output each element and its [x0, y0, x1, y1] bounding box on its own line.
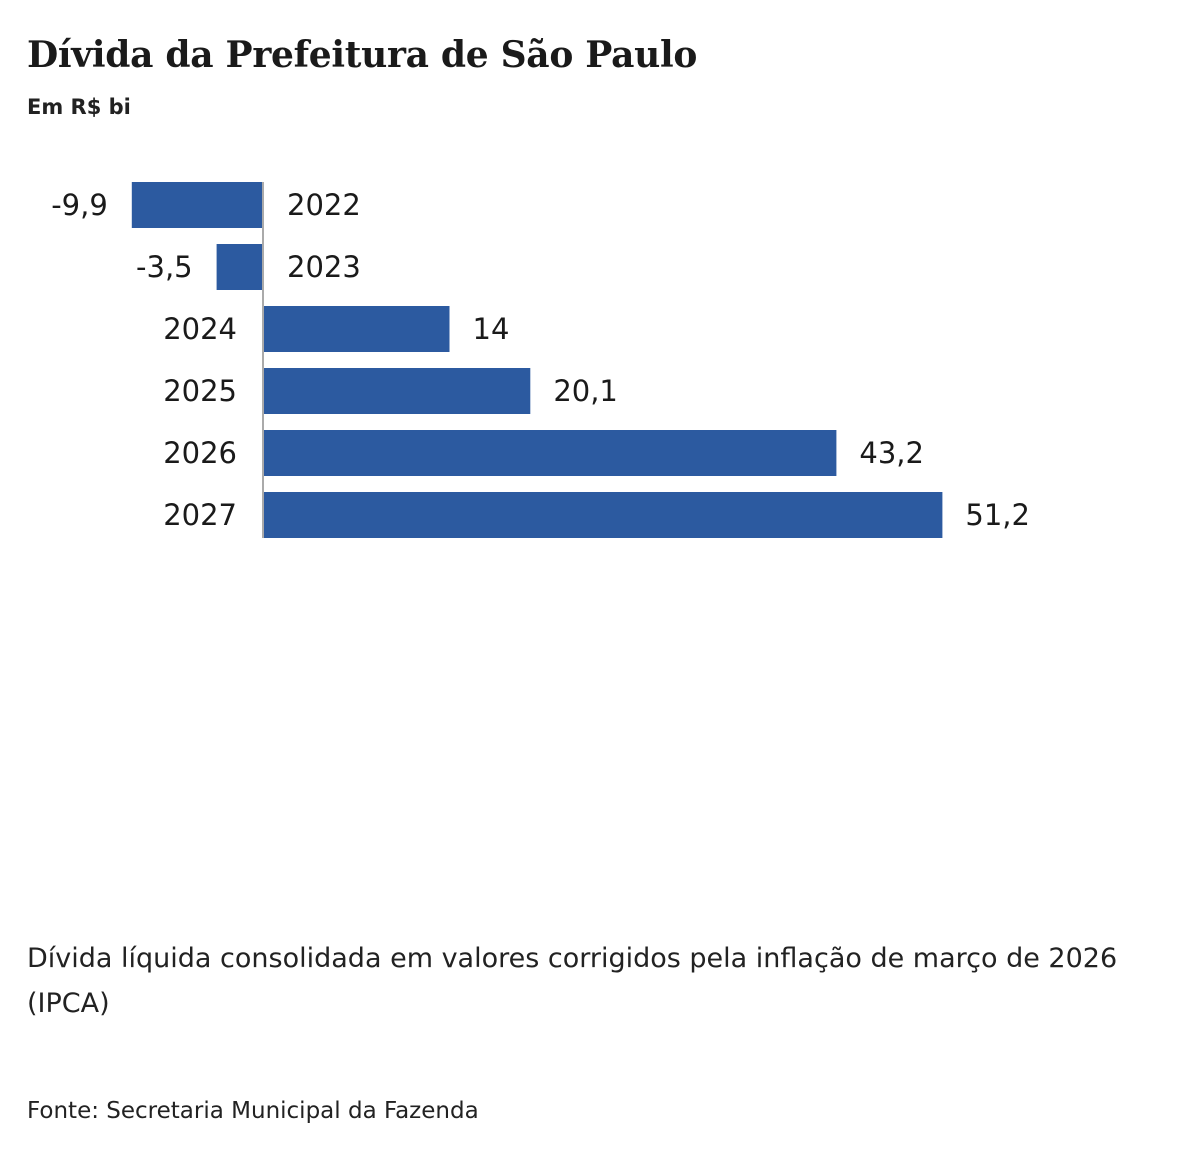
- value-label-2022: -9,9: [51, 188, 108, 222]
- chart-note: Dívida líquida consolidada em valores co…: [27, 943, 1118, 1019]
- chart-title: Dívida da Prefeitura de São Paulo: [27, 34, 698, 76]
- bar-2023: [216, 244, 263, 290]
- category-label-2025: 2025: [163, 374, 237, 408]
- value-label-2023: -3,5: [136, 250, 193, 284]
- value-label-2027: 51,2: [965, 498, 1030, 532]
- bar-2027: [264, 492, 943, 538]
- bar-2024: [264, 306, 450, 352]
- category-label-2024: 2024: [163, 312, 237, 346]
- bar-2022: [131, 182, 263, 228]
- bar-2026: [264, 430, 837, 476]
- category-label-2027: 2027: [163, 498, 237, 532]
- bar-chart: -9,9 2022 -3,5 2023 2024 14 2025 20,1 2026 43,2 20…: [51, 182, 1030, 538]
- bars-layer: [131, 182, 943, 538]
- category-label-2026: 2026: [163, 436, 237, 470]
- value-label-2024: 14: [473, 312, 510, 346]
- category-label-2022: 2022: [287, 188, 361, 222]
- value-label-2026: 43,2: [859, 436, 924, 470]
- value-label-2025: 20,1: [553, 374, 618, 408]
- bar-2025: [264, 368, 531, 414]
- category-label-2023: 2023: [287, 250, 361, 284]
- labels-layer: -9,9 2022 -3,5 2023 2024 14 2025 20,1 2026 43,2 20…: [51, 188, 1030, 532]
- chart-source: Fonte: Secretaria Municipal da Fazenda: [27, 1098, 479, 1124]
- chart-subtitle: Em R$ bi: [27, 95, 131, 119]
